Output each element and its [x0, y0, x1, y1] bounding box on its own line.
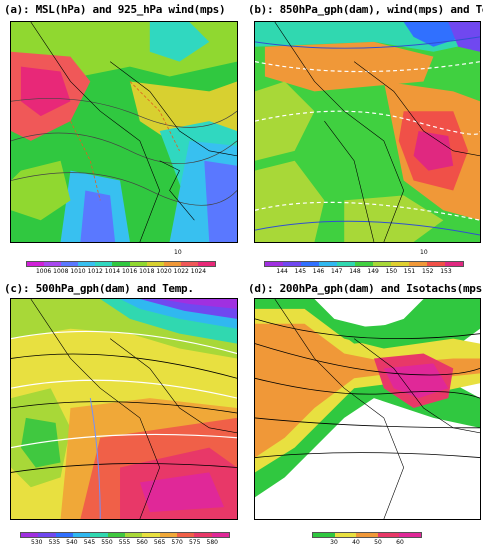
cb-c-10	[194, 533, 212, 537]
panel-a: (a): MSL(hPa) and 925_hPa wind(mps) 10	[0, 0, 241, 275]
panel-c-title: (c): 500hPa_gph(dam) and Temp.	[4, 282, 194, 295]
cb-b-4	[337, 262, 355, 266]
cb-b-label: 153	[440, 268, 452, 275]
cb-b-label: 150	[385, 268, 398, 275]
cb-a-label: 1020	[156, 268, 172, 275]
cb-b-label: 144	[276, 268, 288, 275]
cb-c-label: 570	[171, 539, 183, 546]
panel-d-title: (d): 200hPa_gph(dam) and Isotachs(mps)	[248, 282, 483, 295]
cb-b-8	[409, 262, 427, 266]
panel-c-colorbar-labels: 530 535 540 545 550 555 560 565 570 575 580	[28, 539, 221, 546]
cb-a-10	[197, 262, 216, 266]
cb-c-label: 535	[48, 539, 61, 546]
panel-b-colorbar-labels: 144 145 146 147 148 149 150 151 152 153	[273, 268, 455, 275]
cb-b-0	[265, 262, 283, 266]
cb-d-label: 60	[396, 539, 404, 546]
panel-b-title: (b): 850hPa_gph(dam), wind(mps) and Temp…	[248, 3, 483, 16]
cb-b-label: 146	[312, 268, 325, 275]
cb-c-label: 545	[83, 539, 96, 546]
cb-a-4	[95, 262, 113, 266]
cb-c-7	[142, 533, 160, 537]
cb-b-10	[445, 262, 463, 266]
cb-c-3	[72, 533, 91, 537]
cb-b-label: 145	[294, 268, 307, 275]
cb-d-label: 50	[374, 539, 382, 546]
cb-a-2	[61, 262, 79, 266]
panel-c: (c): 500hPa_gph(dam) and Temp.	[0, 275, 241, 550]
cb-d-2	[356, 533, 378, 537]
cb-c-label: 530	[31, 539, 43, 546]
cb-a-1	[44, 262, 62, 266]
cb-a-label: 1024	[190, 268, 207, 275]
cb-b-label: 148	[349, 268, 361, 275]
panel-b-map	[254, 21, 481, 243]
cb-b-label: 151	[403, 268, 416, 275]
panel-a-title: (a): MSL(hPa) and 925_hPa wind(mps)	[4, 3, 226, 16]
cb-a-6	[129, 262, 147, 266]
panel-d-colorbar-labels: 30 40 50 60	[323, 539, 411, 546]
panel-a-map	[10, 21, 238, 243]
panel-c-colorbar	[20, 532, 230, 538]
cb-b-7	[391, 262, 409, 266]
cb-c-0	[21, 533, 39, 537]
cb-a-label: 1012	[87, 268, 103, 275]
panel-a-ref-vector: 10	[174, 249, 182, 256]
cb-b-3	[319, 262, 337, 266]
panel-d-map	[254, 298, 481, 520]
cb-b-1	[283, 262, 301, 266]
cb-d-0	[313, 533, 335, 537]
cb-d-label: 30	[330, 539, 338, 546]
cb-d-label: 40	[352, 539, 360, 546]
cb-a-0	[27, 262, 45, 266]
cb-c-1	[38, 533, 56, 537]
panel-a-colorbar	[26, 261, 216, 267]
cb-c-11	[211, 533, 229, 537]
cb-c-5	[107, 533, 125, 537]
panel-b-colorbar	[264, 261, 464, 267]
cb-a-9	[180, 262, 198, 266]
panel-b-ref-vector: 10	[420, 249, 428, 256]
panel-a-colorbar-labels: 1006 1008 1010 1012 1014 1016 1018 1020 1022 1024	[35, 268, 207, 275]
panel-d-colorbar	[312, 532, 422, 538]
cb-c-9	[176, 533, 195, 537]
cb-a-label: 1016	[121, 268, 138, 275]
cb-a-5	[112, 262, 130, 266]
cb-b-6	[373, 262, 391, 266]
cb-a-label: 1006	[35, 268, 52, 275]
cb-a-3	[78, 262, 96, 266]
cb-d-1	[334, 533, 357, 537]
cb-b-label: 147	[330, 268, 343, 275]
cb-c-4	[90, 533, 108, 537]
panel-d: (d): 200hPa_gph(dam) and Isotachs(mps) 3…	[242, 275, 483, 550]
cb-a-8	[163, 262, 181, 266]
cb-b-9	[427, 262, 445, 266]
cb-b-label: 152	[422, 268, 434, 275]
cb-c-label: 565	[153, 539, 166, 546]
cb-c-label: 555	[118, 539, 131, 546]
cb-c-label: 540	[66, 539, 78, 546]
cb-d-3	[377, 533, 400, 537]
cb-c-2	[55, 533, 73, 537]
cb-c-label: 575	[188, 539, 201, 546]
cb-c-8	[159, 533, 177, 537]
cb-c-label: 550	[101, 539, 113, 546]
cb-c-label: 560	[136, 539, 148, 546]
cb-a-label: 1008	[53, 268, 69, 275]
cb-a-label: 1022	[173, 268, 189, 275]
cb-a-label: 1018	[139, 268, 155, 275]
cb-c-6	[124, 533, 143, 537]
cb-a-label: 1014	[104, 268, 121, 275]
cb-b-2	[301, 262, 319, 266]
cb-d-4	[399, 533, 421, 537]
cb-a-7	[146, 262, 164, 266]
cb-b-5	[355, 262, 373, 266]
cb-a-label: 1010	[70, 268, 86, 275]
panel-c-map	[10, 298, 238, 520]
cb-b-label: 149	[367, 268, 379, 275]
panel-b: (b): 850hPa_gph(dam), wind(mps) and Temp…	[242, 0, 483, 275]
cb-c-label: 580	[206, 539, 218, 546]
